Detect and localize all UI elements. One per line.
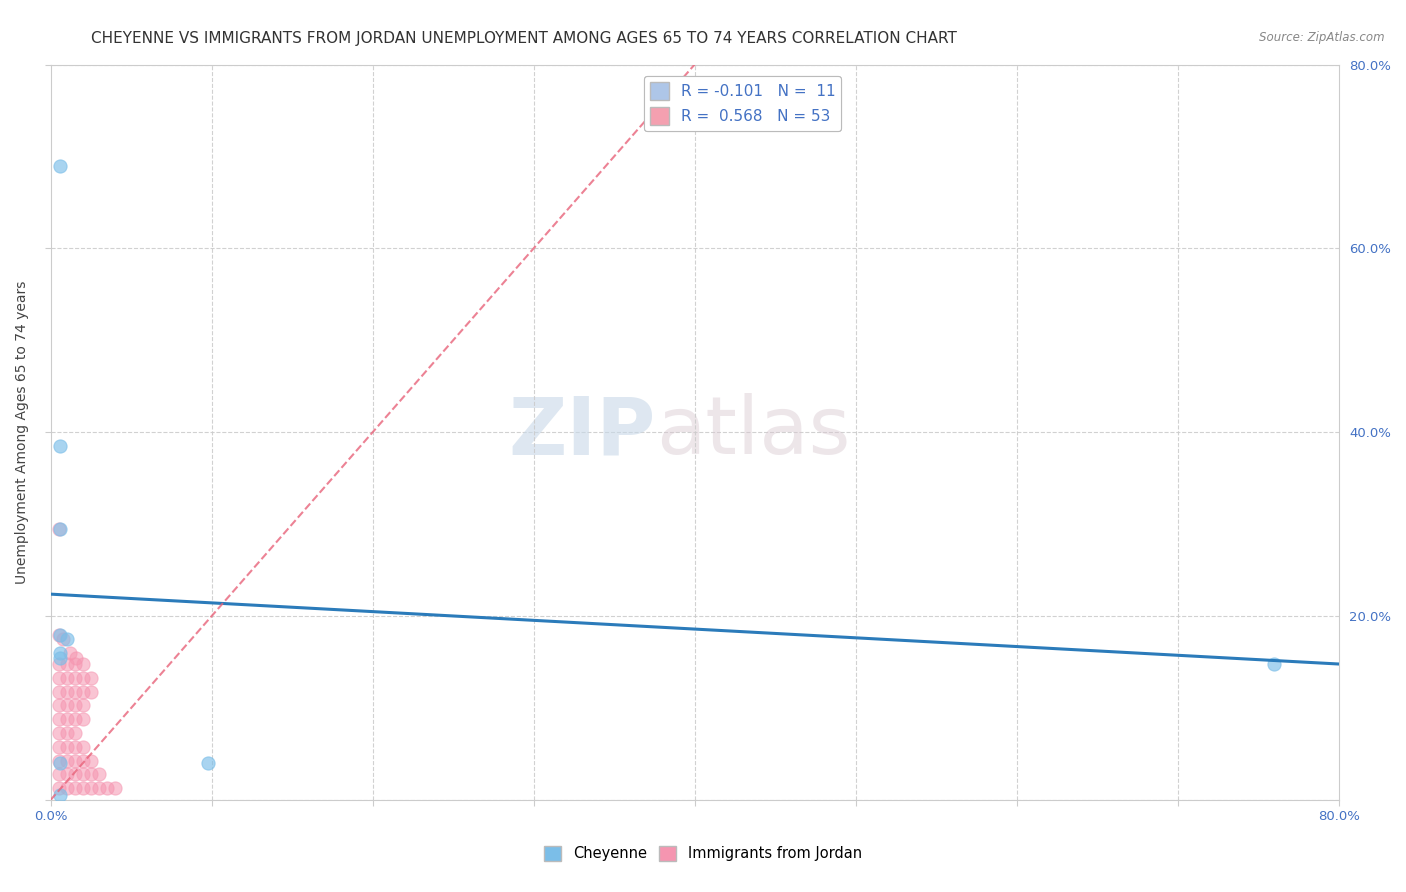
Point (55, 726, 77, 740)
Point (80, 671, 103, 685)
Point (48, 739, 70, 754)
Point (80, 754, 103, 768)
Point (48, 781, 70, 796)
Point (72, 767, 94, 781)
Point (55, 657, 77, 671)
Point (48, 671, 70, 685)
Point (55, 767, 77, 781)
Point (72, 671, 94, 685)
Point (104, 781, 127, 796)
Point (55, 632, 77, 647)
Point (55, 684, 77, 698)
Point (72, 657, 94, 671)
Point (87, 781, 110, 796)
Text: Source: ZipAtlas.com: Source: ZipAtlas.com (1260, 31, 1385, 45)
Point (72, 781, 94, 796)
Point (48, 767, 70, 781)
Point (63, 754, 86, 768)
Text: atlas: atlas (657, 393, 851, 471)
Point (72, 712, 94, 726)
Point (48, 627, 70, 641)
Text: CHEYENNE VS IMMIGRANTS FROM JORDAN UNEMPLOYMENT AMONG AGES 65 TO 74 YEARS CORREL: CHEYENNE VS IMMIGRANTS FROM JORDAN UNEMP… (91, 31, 957, 46)
Point (55, 671, 77, 685)
Point (48, 657, 70, 671)
Point (80, 767, 103, 781)
Point (49, 756, 72, 771)
Point (63, 712, 86, 726)
Point (63, 657, 86, 671)
Point (49, 650, 72, 665)
Text: ZIP: ZIP (509, 393, 657, 471)
Point (87, 767, 110, 781)
Point (49, 627, 72, 641)
Point (63, 781, 86, 796)
Point (52, 632, 75, 647)
Point (49, 159, 72, 173)
Point (197, 756, 219, 771)
Point (48, 698, 70, 713)
Point (63, 698, 86, 713)
Point (55, 698, 77, 713)
Point (55, 739, 77, 754)
Point (63, 684, 86, 698)
Point (65, 650, 87, 665)
Point (96, 781, 118, 796)
Point (48, 712, 70, 726)
Point (80, 684, 103, 698)
Point (63, 671, 86, 685)
Point (72, 684, 94, 698)
Legend: R = -0.101   N =  11, R =  0.568   N = 53: R = -0.101 N = 11, R = 0.568 N = 53 (644, 76, 841, 131)
Point (48, 726, 70, 740)
Point (55, 781, 77, 796)
Point (63, 726, 86, 740)
Legend: Cheyenne, Immigrants from Jordan: Cheyenne, Immigrants from Jordan (538, 839, 868, 867)
Point (1263, 657, 1285, 671)
Point (63, 767, 86, 781)
Y-axis label: Unemployment Among Ages 65 to 74 years: Unemployment Among Ages 65 to 74 years (15, 281, 30, 584)
Point (59, 646, 82, 660)
Point (49, 522, 72, 536)
Point (72, 698, 94, 713)
Point (48, 684, 70, 698)
Point (49, 646, 72, 660)
Point (49, 789, 72, 803)
Point (48, 522, 70, 536)
Point (80, 781, 103, 796)
Point (48, 754, 70, 768)
Point (55, 754, 77, 768)
Point (49, 439, 72, 453)
Point (72, 754, 94, 768)
Point (63, 739, 86, 754)
Point (55, 712, 77, 726)
Point (72, 739, 94, 754)
